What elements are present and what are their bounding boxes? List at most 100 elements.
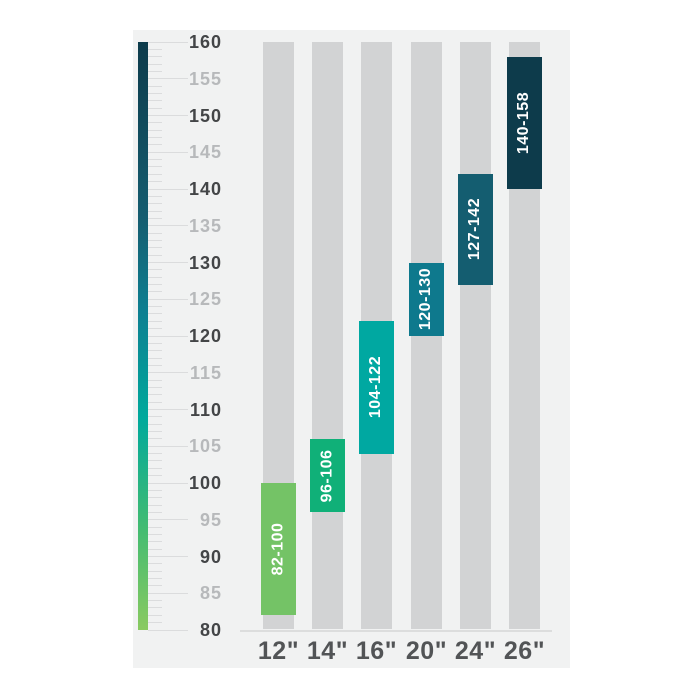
minor-tick [148,533,162,535]
minor-tick [148,313,162,315]
major-tick [148,372,188,374]
minor-tick [148,159,162,161]
minor-tick [148,431,162,433]
scale-label-130: 130 [188,252,222,273]
scale-label-110: 110 [189,399,222,420]
range-bar-26: 140-158 [507,56,542,189]
minor-tick [148,438,162,440]
minor-tick [148,622,162,624]
minor-tick [148,129,162,131]
major-tick [148,592,188,594]
minor-tick [148,166,162,168]
minor-tick [148,239,162,241]
x-axis-baseline [240,630,552,632]
minor-tick [148,563,162,565]
scale-label-155: 155 [188,68,222,89]
minor-tick [148,467,162,469]
minor-tick [148,100,162,102]
ruler-gradient-bar [138,42,148,630]
minor-tick [148,475,162,477]
scale-label-90: 90 [199,546,222,567]
minor-tick [148,63,162,65]
major-tick [148,225,188,227]
range-bar-14: 96-106 [310,438,345,513]
chart-panel [133,30,570,668]
minor-tick [148,92,162,94]
minor-tick [148,364,162,366]
category-label-14: 14" [306,637,349,665]
scale-label-120: 120 [188,326,222,346]
minor-tick [148,416,162,418]
minor-tick [148,504,162,506]
scale-label-100: 100 [188,473,222,493]
range-bar-24: 127-142 [458,174,493,285]
range-bar-label: 140-158 [515,91,533,154]
column-14 [312,42,343,629]
minor-tick [148,423,162,425]
major-tick [148,482,188,484]
minor-tick [148,70,162,72]
minor-tick [148,585,162,587]
range-bar-label: 127-142 [466,198,484,261]
scale-label-105: 105 [188,436,222,457]
minor-tick [148,548,162,550]
minor-tick [148,526,162,528]
minor-tick [148,320,162,322]
minor-tick [148,600,162,602]
minor-tick [148,497,162,499]
category-label-16: 16" [355,637,398,665]
minor-tick [148,254,162,256]
minor-tick [148,607,162,609]
major-tick [148,78,188,80]
minor-tick [148,570,162,572]
minor-tick [148,203,162,205]
minor-tick [148,276,162,278]
range-bar-20: 120-130 [409,262,444,336]
minor-tick [148,217,162,219]
scale-label-140: 140 [188,179,222,199]
minor-tick [148,460,162,462]
minor-tick [148,85,162,87]
range-bar-16: 104-122 [359,321,394,454]
category-label-12: 12" [257,637,300,665]
minor-tick [148,306,162,308]
major-tick [148,115,188,116]
range-bar-label: 104-122 [367,356,385,419]
minor-tick [148,107,162,109]
range-bar-label: 120-130 [417,268,435,331]
column-24 [460,42,491,629]
scale-label-125: 125 [188,289,222,310]
scale-label-160: 160 [188,32,222,52]
minor-tick [148,394,162,396]
minor-tick [148,342,162,344]
scale-label-115: 115 [189,362,222,383]
scale-label-135: 135 [188,215,222,236]
minor-tick [148,181,162,183]
minor-tick [148,122,162,124]
minor-tick [148,195,162,197]
minor-tick [148,511,162,513]
minor-tick [148,357,162,359]
scale-label-145: 145 [188,142,222,163]
major-tick [148,298,188,300]
major-tick [148,151,188,153]
minor-tick [148,386,162,388]
major-tick [148,556,188,557]
category-label-26: 26" [503,637,546,665]
minor-tick [148,137,162,139]
major-tick [148,335,188,337]
major-tick [148,262,188,263]
major-tick [148,629,188,631]
range-bar-12: 82-100 [261,483,296,616]
minor-tick [148,247,162,249]
major-tick [148,445,188,447]
minor-tick [148,232,162,234]
minor-tick [148,379,162,381]
minor-tick [148,269,162,271]
minor-tick [148,541,162,543]
minor-tick [148,284,162,286]
minor-tick [148,48,162,50]
minor-tick [148,578,162,580]
major-tick [148,409,188,410]
